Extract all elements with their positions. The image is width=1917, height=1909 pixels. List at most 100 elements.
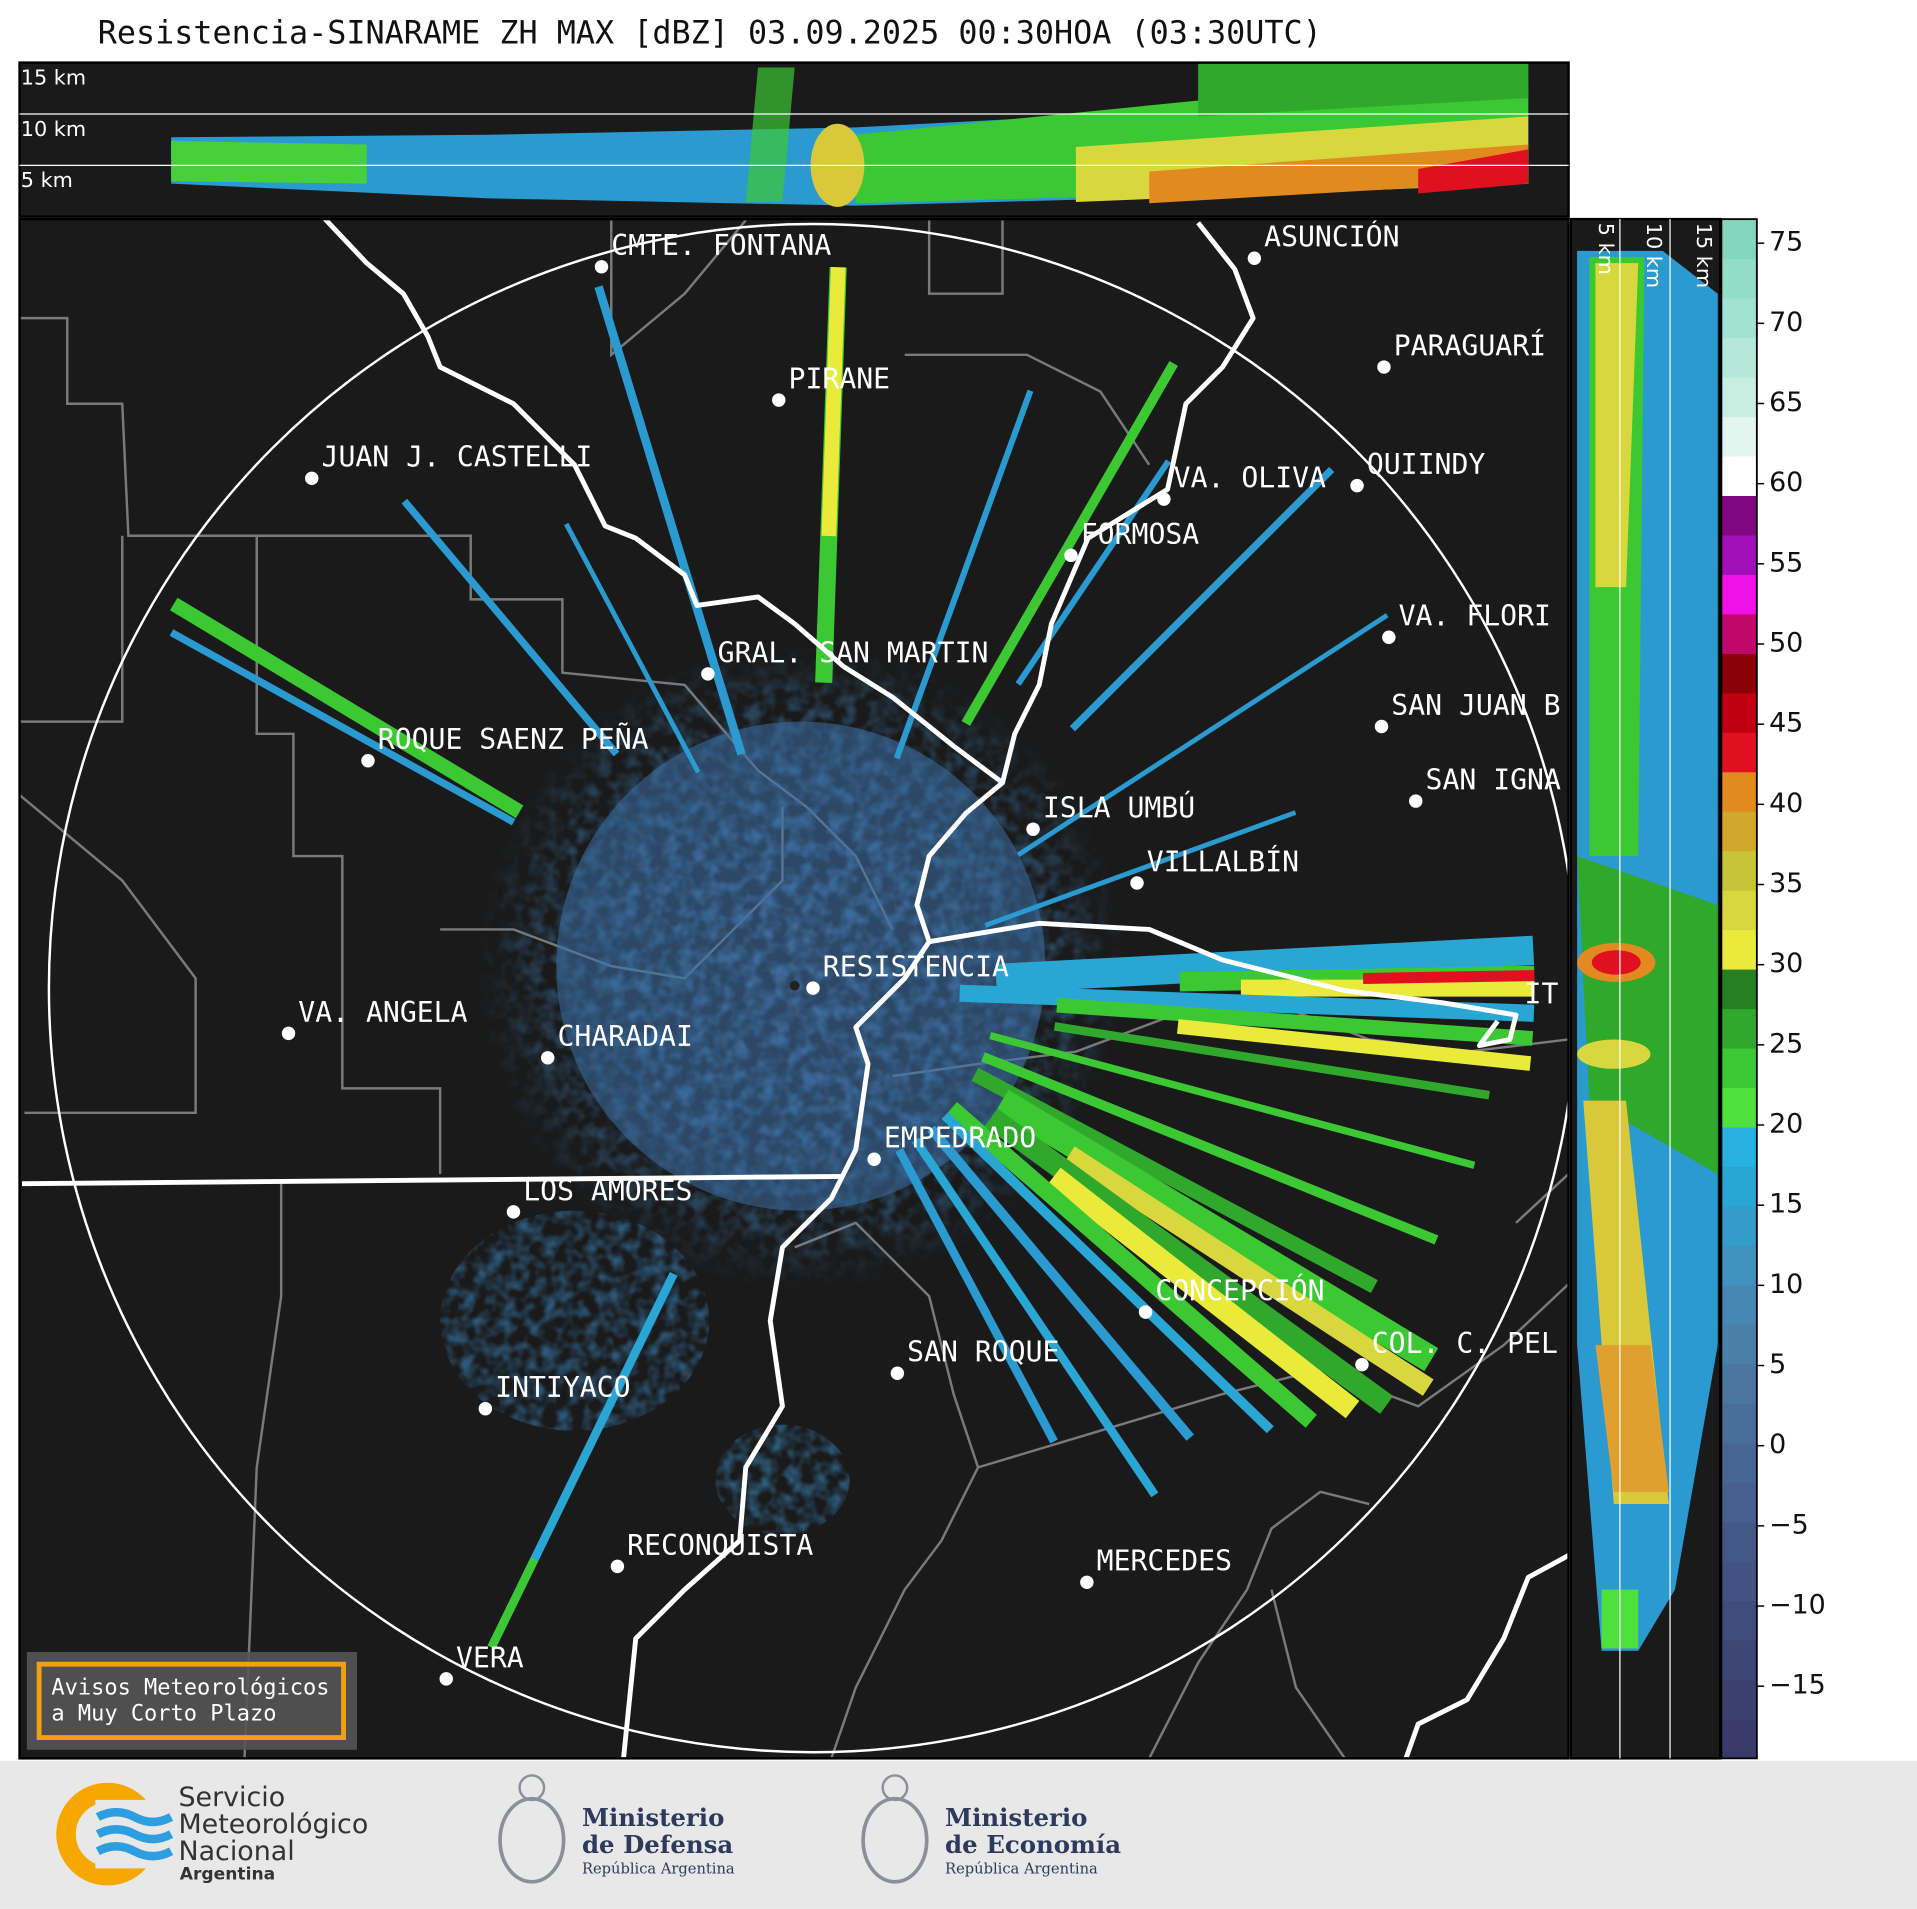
logo-text: Argentina: [180, 1864, 275, 1884]
city-label: SAN JUAN B: [1391, 689, 1560, 722]
echo-ray: [984, 1108, 1394, 1414]
side-echoes: [1577, 250, 1718, 1651]
map-content: CMTE. FONTANA ASUNCIÓN PARAGUARÍ PIRANE JUAN…: [19, 219, 1569, 1759]
colorbar-swatch: [1721, 1166, 1757, 1207]
smn-logo: Servicio Meteorológico Nacional Argentin…: [56, 1782, 368, 1886]
colorbar-tick-label: −10: [1769, 1590, 1826, 1621]
city-dot: [439, 1672, 453, 1686]
echo-ray: [984, 810, 1297, 928]
logo-text: Ministerio: [582, 1803, 724, 1832]
colorbar-swatch: [1721, 495, 1757, 536]
echo: [1591, 950, 1641, 975]
city-label: QUIINDY: [1367, 448, 1486, 481]
colorbar-swatch: [1721, 416, 1757, 457]
colorbar-swatch: [1721, 613, 1757, 654]
city-dot: [1409, 794, 1423, 808]
colorbar-frame: [1720, 218, 1758, 1760]
city-dot: [610, 1559, 625, 1574]
echo-ray: [971, 1067, 1378, 1294]
echo-ray: [1053, 1022, 1490, 1100]
top-echoes: [171, 63, 1529, 207]
side-panel: 5 km 10 km 15 km: [1569, 217, 1722, 1760]
boundary: [904, 353, 1151, 466]
colorbar-tick-label: 55: [1769, 547, 1803, 578]
echo-ray: [1056, 997, 1534, 1046]
colorbar-tick-label: 60: [1769, 467, 1803, 498]
city-label: VA. OLIVA: [1174, 462, 1326, 495]
echo: [1595, 263, 1639, 588]
height-label: 5 km: [1594, 223, 1618, 275]
city-label: CMTE. FONTANA: [611, 229, 831, 262]
echo-ray: [1047, 1167, 1360, 1419]
city-dot: [506, 1205, 521, 1219]
logo-text: Ministerio: [945, 1803, 1087, 1832]
city-label: COL. C. PEL: [1372, 1327, 1558, 1360]
echo-ray: [564, 522, 701, 774]
city-label: SAN ROQUE: [907, 1336, 1059, 1369]
colorbar-swatch: [1721, 850, 1757, 891]
city-dot: [281, 1026, 296, 1041]
echo-ray: [959, 984, 1535, 1022]
echo-ray: [994, 1089, 1439, 1372]
echo-ray: [169, 629, 516, 826]
colorbar-swatch: [1721, 219, 1757, 260]
city-label: ROQUE SAENZ PEÑA: [378, 722, 649, 756]
echo-ray: [961, 360, 1178, 726]
colorbar-swatch: [1721, 376, 1757, 418]
colorbar-swatch: [1721, 1521, 1757, 1562]
colorbar-tick-label: −5: [1769, 1509, 1809, 1540]
cities: CMTE. FONTANA ASUNCIÓN PARAGUARÍ PIRANE JUAN…: [281, 220, 1561, 1686]
colorbar-swatch: [1721, 1324, 1757, 1365]
colorbar-swatch: [1721, 1245, 1757, 1286]
city-dot: [1377, 360, 1391, 374]
logo-text: Meteorológico: [178, 1809, 368, 1840]
colorbar-swatch: [1721, 1205, 1757, 1246]
top-panel: 15 km 10 km 5 km: [18, 61, 1570, 218]
echo-ray: [989, 1032, 1476, 1169]
city-label: VILLALBÍN: [1147, 844, 1299, 878]
defensa-logo: Ministerio de Defensa República Argentin…: [498, 1774, 735, 1884]
colorbar-tick-label: 40: [1769, 788, 1803, 819]
city-dot: [1247, 251, 1262, 265]
echo-ray: [981, 1052, 1439, 1245]
colorbar-swatch: [1721, 1600, 1757, 1641]
city-label: LOS AMORES: [523, 1174, 692, 1207]
footer: Servicio Meteorológico Nacional Argentin…: [0, 1760, 1917, 1909]
city-dot: [305, 471, 319, 486]
colorbar-swatch: [1721, 1482, 1757, 1523]
echo-ray: [927, 1125, 1194, 1441]
colorbar-swatch: [1721, 1284, 1757, 1325]
economia-logo: Ministerio de Economía República Argenti…: [861, 1774, 1121, 1884]
colorbar-tick-label: 45: [1769, 708, 1803, 739]
colorbar-swatch: [1721, 1718, 1757, 1759]
colorbar-swatch: [1721, 692, 1757, 733]
city-dot: [361, 753, 375, 768]
echo-ray: [941, 1111, 1274, 1434]
colorbar-tick-label: 5: [1769, 1349, 1786, 1380]
city-dot: [1138, 1305, 1153, 1319]
city-label: EMPEDRADO: [884, 1122, 1036, 1155]
sun: [881, 1774, 909, 1802]
echo: [1149, 144, 1529, 204]
city-label: INTIYACO: [495, 1371, 630, 1404]
title: Resistencia-SINARAME ZH MAX [dBZ] 03.09.…: [98, 16, 1322, 52]
echo: [1577, 856, 1718, 1174]
city-label: RESISTENCIA: [823, 951, 1009, 984]
city-label: CHARADAI: [557, 1020, 692, 1053]
city-dot: [1026, 822, 1040, 836]
range-ring: [47, 223, 1569, 1754]
colorbar-tick-label: 25: [1769, 1028, 1803, 1059]
city-label: PIRANE: [789, 363, 891, 396]
notice-box: [26, 1651, 357, 1750]
map-panel: CMTE. FONTANA ASUNCIÓN PARAGUARÍ PIRANE JUAN…: [18, 217, 1570, 1760]
logo-text: de Defensa: [582, 1830, 733, 1859]
city-dot: [867, 1152, 881, 1167]
city-label: FORMOSA: [1081, 518, 1200, 551]
boundary: [243, 1183, 283, 1759]
echo-ray: [995, 935, 1535, 994]
city-dot: [540, 1051, 555, 1065]
boundary: [19, 794, 197, 1115]
echo: [1418, 149, 1529, 194]
city-dot: [701, 667, 715, 681]
logo-text: Nacional: [178, 1836, 294, 1867]
